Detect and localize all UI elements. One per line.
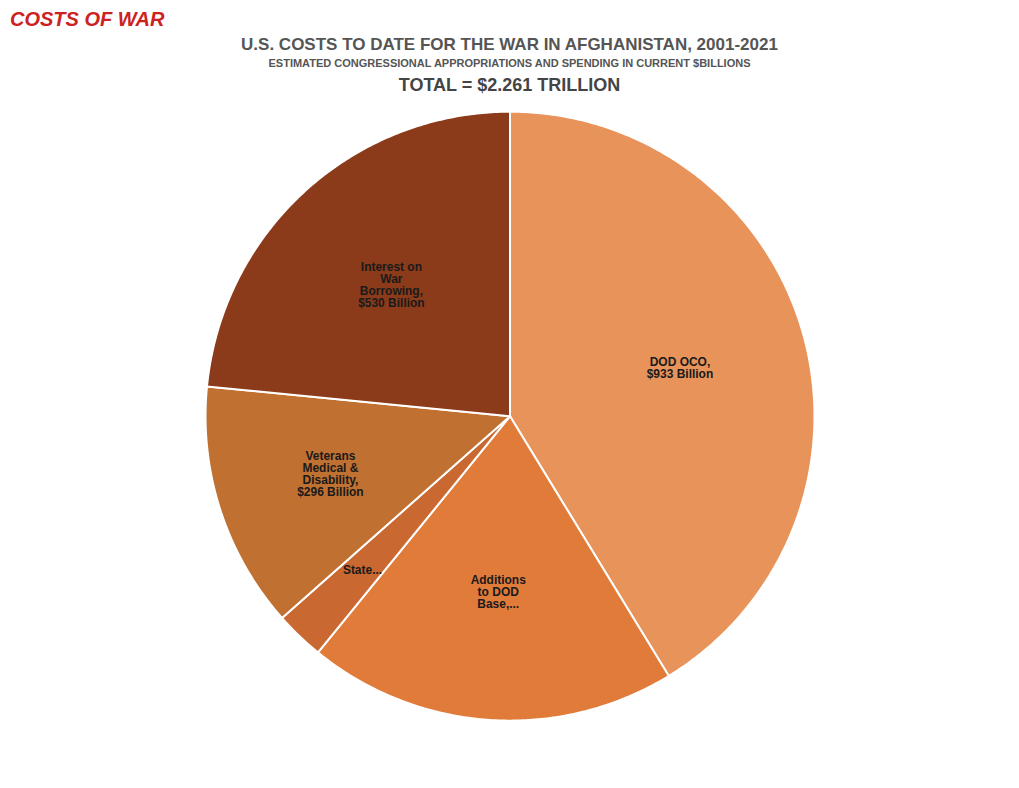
- html-text:U.S. COSTS TO DATE FOR THE WAR: U.S. COSTS TO DATE FOR THE WAR IN AFGHAN…: [241, 35, 778, 54]
- svg-text:DOD OCO,$933 Billion: DOD OCO,$933 Billion: [647, 355, 714, 381]
- svg-text:Interest onWarBorrowing,$530 B: Interest onWarBorrowing,$530 Billion: [358, 260, 425, 310]
- html-text:TOTAL = $2.261 TRILLION: TOTAL = $2.261 TRILLION: [398, 75, 621, 95]
- svg-text:Additionsto DODBase,...: Additionsto DODBase,...: [471, 573, 527, 611]
- svg-text:VeteransMedical &Disability,$2: VeteransMedical &Disability,$296 Billion: [297, 449, 364, 499]
- html-text:ESTIMATED CONGRESSIONAL APPROP: ESTIMATED CONGRESSIONAL APPROPRIATIONS A…: [268, 57, 751, 69]
- svg-text:State...: State...: [343, 563, 382, 577]
- html-text:COSTS OF WAR: COSTS OF WAR: [10, 8, 165, 30]
